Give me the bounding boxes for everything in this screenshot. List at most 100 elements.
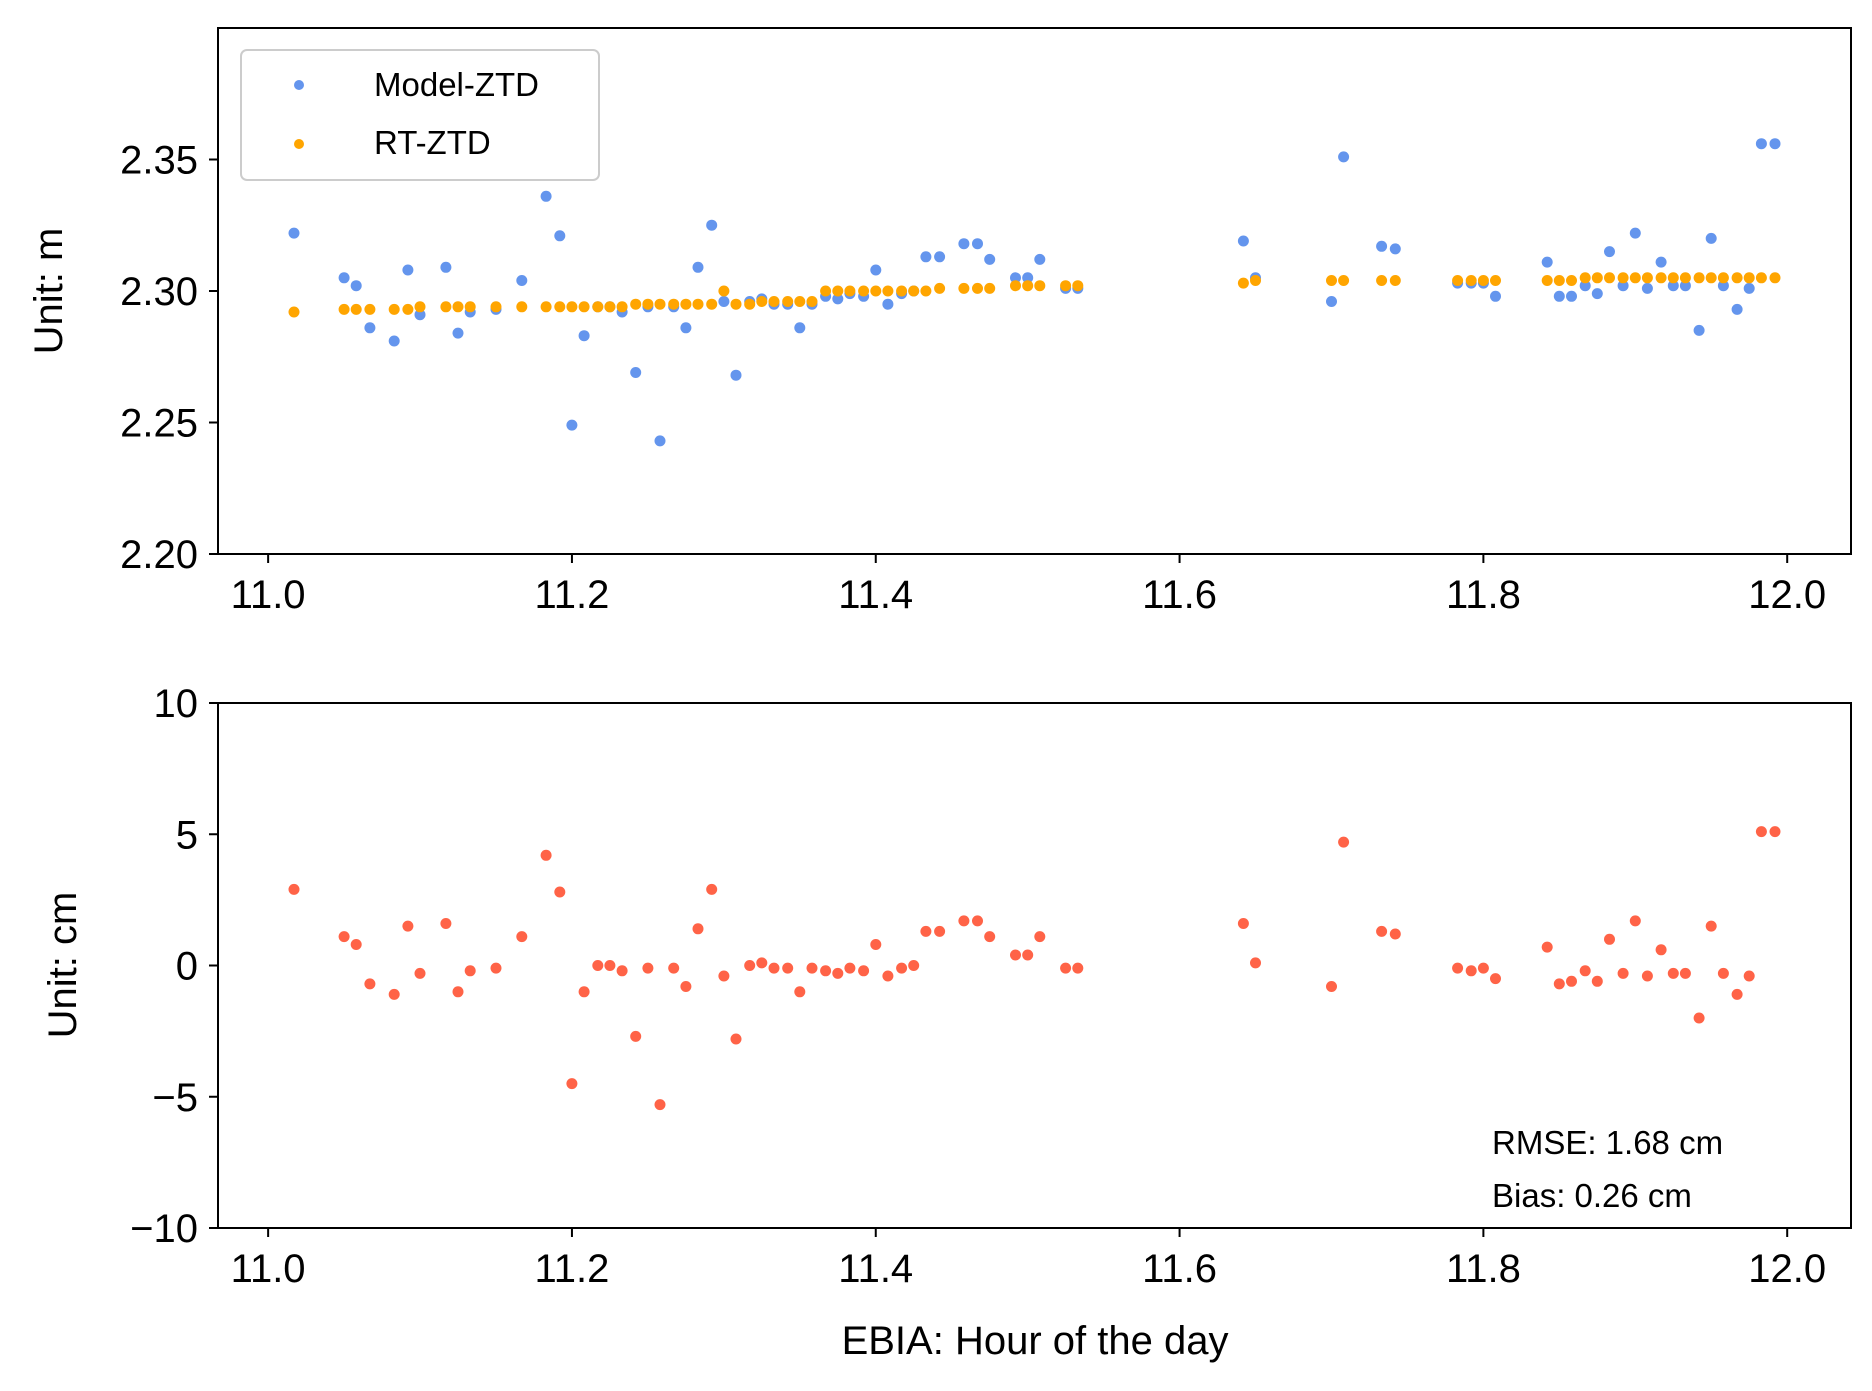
rt-ztd-point <box>1389 275 1401 286</box>
ztd-x-tick-label: 11.2 <box>534 573 609 617</box>
model-ztd-point <box>1755 138 1767 150</box>
rt-ztd-point <box>668 298 680 310</box>
rt-ztd-point <box>338 303 350 315</box>
residual-point <box>782 962 794 974</box>
model-ztd-point <box>350 280 362 292</box>
model-ztd-point <box>692 261 704 273</box>
rt-ztd-point <box>1338 275 1350 286</box>
residual-point <box>604 960 616 971</box>
residual-point <box>1755 826 1767 838</box>
residual-point <box>1566 975 1577 987</box>
model-ztd-point <box>972 238 983 250</box>
residual-x-tick-label: 11.8 <box>1446 1247 1521 1291</box>
model-ztd-point <box>1566 290 1577 302</box>
model-ztd-point <box>1705 232 1717 244</box>
rt-ztd-point <box>1743 272 1755 284</box>
residual-point <box>1617 967 1629 979</box>
model-ztd-point <box>706 219 718 231</box>
residual-point <box>1477 962 1489 974</box>
ztd-y-tick-label: 2.35 <box>120 139 198 183</box>
residual-y-ticks: −10 −5 0 5 10 <box>130 682 218 1251</box>
residual-x-tick-label: 11.6 <box>1142 1247 1217 1291</box>
rt-ztd-point <box>464 301 476 313</box>
rt-ztd-point <box>718 285 730 297</box>
model-ztd-point <box>364 322 376 334</box>
x-axis-label: EBIA: Hour of the day <box>842 1319 1229 1363</box>
model-ztd-point <box>920 251 932 263</box>
model-ztd-point <box>1541 256 1553 268</box>
residual-point <box>706 883 718 895</box>
rt-ztd-point <box>578 301 590 313</box>
residual-point <box>1693 1012 1705 1024</box>
ztd-legend[interactable]: Model-ZTD RT-ZTD <box>240 49 600 181</box>
rt-ztd-point <box>604 301 616 313</box>
residual-point <box>794 986 806 998</box>
rt-ztd-point <box>896 285 908 297</box>
residual-point <box>668 962 680 974</box>
rt-ztd-point <box>1655 272 1667 284</box>
rt-ztd-point <box>1060 280 1072 292</box>
model-ztd-point <box>578 330 590 342</box>
rt-ztd-point <box>730 298 742 310</box>
model-ztd-point <box>1617 280 1629 292</box>
rt-ztd-point <box>1072 280 1084 292</box>
model-ztd-point <box>1034 253 1046 265</box>
residual-point <box>1541 941 1553 953</box>
residual-x-tick-label: 11.4 <box>838 1247 913 1291</box>
model-ztd-point <box>1376 240 1388 252</box>
legend-marker-model-ztd <box>294 80 304 90</box>
rt-ztd-point <box>1477 275 1489 286</box>
model-ztd-point <box>1338 151 1350 163</box>
model-ztd-point <box>934 251 946 263</box>
model-ztd-point <box>1629 227 1641 239</box>
residual-point <box>1769 826 1781 838</box>
rt-ztd-point <box>706 298 718 310</box>
model-ztd-point <box>1022 272 1034 284</box>
residual-point <box>1010 949 1021 961</box>
model-ztd-point <box>1326 296 1337 307</box>
ztd-x-ticks: 11.0 11.2 11.4 11.6 11.8 12.0 <box>231 554 1826 617</box>
residual-point <box>984 931 996 943</box>
rt-ztd-point <box>756 296 768 307</box>
residual-point <box>896 962 908 974</box>
residual-point <box>592 960 604 971</box>
rt-ztd-point <box>642 298 654 310</box>
rt-ztd-point <box>1717 272 1729 284</box>
model-ztd-point <box>1579 280 1591 292</box>
residual-point <box>1376 925 1388 937</box>
rt-ztd-point <box>1465 275 1477 286</box>
residual-point <box>832 967 844 979</box>
residual-point <box>1579 965 1591 977</box>
model-ztd-point <box>870 264 882 276</box>
rt-ztd-point <box>440 301 452 313</box>
rt-ztd-point <box>566 301 578 313</box>
rt-ztd-point <box>1376 275 1388 286</box>
residual-point <box>934 925 946 937</box>
rt-ztd-point <box>920 285 932 297</box>
residual-point <box>338 931 350 943</box>
legend-label-rt-ztd: RT-ZTD <box>374 124 491 161</box>
residual-y-tick-label: 5 <box>176 813 198 857</box>
residual-point <box>820 965 832 977</box>
rt-ztd-point <box>1705 272 1717 284</box>
legend-label-model-ztd: Model-ZTD <box>374 66 539 103</box>
residual-point <box>756 957 768 969</box>
residual-point <box>1604 933 1615 945</box>
model-ztd-point <box>414 309 426 321</box>
residual-point <box>1389 928 1401 940</box>
residual-point <box>616 965 628 977</box>
residual-point <box>1022 949 1034 961</box>
rt-ztd-point <box>934 282 946 294</box>
residual-point <box>680 981 692 992</box>
model-ztd-point <box>1591 288 1603 300</box>
rt-ztd-point <box>1452 275 1464 286</box>
model-ztd-point <box>1010 272 1021 284</box>
model-ztd-point <box>1490 290 1501 302</box>
model-ztd-point <box>832 293 844 305</box>
residual-point <box>1250 957 1261 969</box>
model-ztd-point <box>730 369 742 381</box>
model-ztd-point <box>338 272 350 284</box>
residual-point <box>1679 967 1691 979</box>
rt-ztd-point <box>1490 275 1501 286</box>
residual-point <box>1731 988 1743 1000</box>
